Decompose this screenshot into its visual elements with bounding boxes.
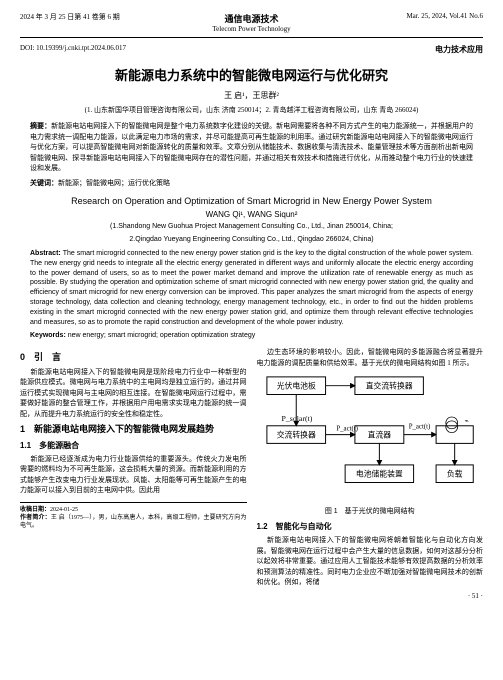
journal-name-en: Telecom Power Technology xyxy=(159,25,344,33)
node-load: 负载 xyxy=(447,469,463,479)
section-1-2-heading: 1.2 智能化与自动化 xyxy=(257,521,484,533)
header-right: Mar. 25, 2024, Vol.41 No.6 xyxy=(344,12,483,20)
section-0-p1: 新能源电站电网接入下的智能微电网是现阶段电力行业中一种新型的能源供应模式。微电网… xyxy=(20,367,247,420)
label-pact: P_act(t) xyxy=(336,426,358,433)
header-left: 2024 年 3 月 25 日第 41 卷第 6 期 xyxy=(20,12,159,22)
section-1-1-heading: 1.1 多能源融合 xyxy=(20,440,247,452)
keywords-en-label: Keywords: xyxy=(30,332,68,339)
affiliation-cn: (1. 山东新国华项目管理咨询有限公司，山东 济南 250014；2. 青岛越洋… xyxy=(20,105,483,115)
section-1-1-p1: 新能源已经逐渐成为电力行业能源供给的重要源头。传统火力发电所需要的燃料均为不可再… xyxy=(20,454,247,496)
footer-info: 收稿日期：2024-01-25 作者简介：王 启（1975—），男，山东高唐人，… xyxy=(20,502,247,531)
column-right: 边生态环境的影响较小。因此，智能微电网的多能源融合将显著提升电力能源的调配质量和… xyxy=(257,347,484,601)
section-0-heading: 0 引 言 xyxy=(20,351,247,365)
keywords-en-text: new energy; smart microgrid; operation o… xyxy=(68,332,256,339)
label-psolar: P_solar(t) xyxy=(282,414,313,423)
column-left: 0 引 言 新能源电站电网接入下的智能微电网是现阶段电力行业中一种新型的能源供应… xyxy=(20,347,247,601)
section-1-2-p1: 新能源电站电网接入下的智能微电网将朝着智能化与自动化方向发展。智能微电网在运行过… xyxy=(257,535,484,588)
abstract-en-text: The smart microgrid connected to the new… xyxy=(30,250,473,326)
page-number: · 51 · xyxy=(257,591,484,602)
section-1-heading: 1 新能源电站电网接入下的智能微电网发展趋势 xyxy=(20,423,247,437)
received-date: 收稿日期：2024-01-25 xyxy=(20,506,247,514)
received-value: 2024-01-25 xyxy=(50,507,78,513)
abstract-en-label: Abstract: xyxy=(30,250,63,257)
header-center: 通信电源技术 Telecom Power Technology xyxy=(159,12,344,33)
microgrid-diagram-svg: 光伏电池板 直交流转换器 P_solar(t) 交流转换器 直流器 P_act(… xyxy=(262,372,477,499)
author-bio-text: 王 启（1975—），男，山东高唐人，本科，高级工程师，主要研究方向为电气。 xyxy=(20,515,246,529)
authors-en: WANG Qi¹, WANG Siqun² xyxy=(20,210,483,219)
authors-cn: 王 启¹，王思群² xyxy=(20,90,483,101)
keywords-cn-text: 新能源；智能微电网；运行优化策略 xyxy=(58,179,170,187)
grid-icon-label: ⌁ xyxy=(465,418,469,425)
keywords-en: Keywords: new energy; smart microgrid; o… xyxy=(30,331,473,341)
article-title-cn: 新能源电力系统中的智能微电网运行与优化研究 xyxy=(20,65,483,84)
node-dc-conv: 直交流转换器 xyxy=(366,381,413,391)
abstract-cn-label: 摘要： xyxy=(30,122,51,130)
col2-p1: 边生态环境的影响较小。因此，智能微电网的多能源融合将显著提升电力能源的调配质量和… xyxy=(257,347,484,368)
issue-date-en: Mar. 25, 2024, Vol.41 No.6 xyxy=(344,12,483,20)
abstract-en: Abstract: The smart microgrid connected … xyxy=(30,249,473,327)
figure-1-diagram: 光伏电池板 直交流转换器 P_solar(t) 交流转换器 直流器 P_act(… xyxy=(262,372,477,503)
article-title-en: Research on Operation and Optimization o… xyxy=(20,196,483,206)
node-batt: 电池储能装置 xyxy=(356,469,403,479)
abstract-cn: 摘要：新能源电站电网接入下的智能微电网是整个电力系统数字化建设的关键。新电网需要… xyxy=(30,121,473,174)
author-bio: 作者简介：王 启（1975—），男，山东高唐人，本科，高级工程师，主要研究方向为… xyxy=(20,514,247,531)
node-pv: 光伏电池板 xyxy=(277,381,316,391)
body-columns: 0 引 言 新能源电站电网接入下的智能微电网是现阶段电力行业中一种新型的能源供应… xyxy=(20,347,483,601)
page-header: 2024 年 3 月 25 日第 41 卷第 6 期 通信电源技术 Teleco… xyxy=(20,12,483,38)
page-container: 2024 年 3 月 25 日第 41 卷第 6 期 通信电源技术 Teleco… xyxy=(0,0,503,613)
keywords-cn: 关键词：新能源；智能微电网；运行优化策略 xyxy=(30,178,473,189)
node-ac-conv: 交流转换器 xyxy=(277,430,316,440)
doi-row: DOI: 10.19399/j.cnki.tpt.2024.06.017 电力技… xyxy=(20,44,483,55)
label-pact2: P_act(t) xyxy=(409,424,431,431)
figure-1-caption: 图 1 基于光伏的微电网结构 xyxy=(257,507,484,518)
received-label: 收稿日期： xyxy=(20,507,50,513)
author-bio-label: 作者简介： xyxy=(20,515,51,521)
journal-name-cn: 通信电源技术 xyxy=(159,12,344,25)
keywords-cn-label: 关键词： xyxy=(30,179,58,187)
doi-text: DOI: 10.19399/j.cnki.tpt.2024.06.017 xyxy=(20,44,126,55)
category-label: 电力技术应用 xyxy=(435,44,483,55)
node-rect: 直流器 xyxy=(368,430,392,440)
affiliation-en-2: 2.Qingdao Yueyang Engineering Consulting… xyxy=(20,236,483,243)
affiliation-en-1: (1.Shandong New Guohua Project Managemen… xyxy=(20,223,483,230)
abstract-cn-text: 新能源电站电网接入下的智能微电网是整个电力系统数字化建设的关键。新电网需要将各种… xyxy=(30,122,473,172)
